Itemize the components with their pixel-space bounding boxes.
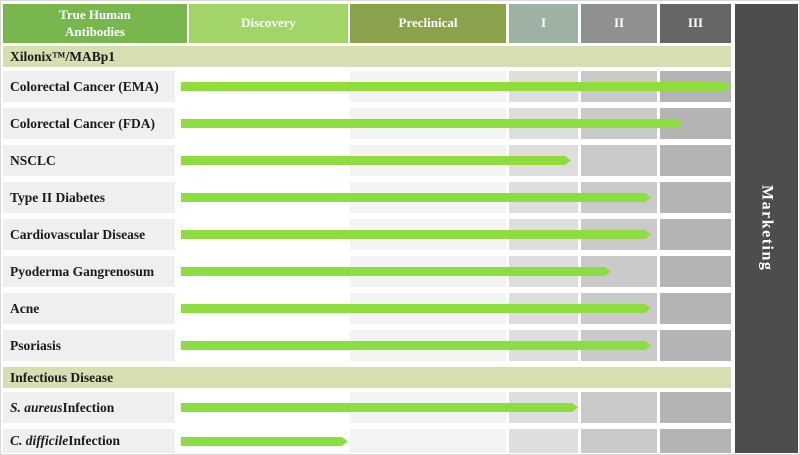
program-row: Colorectal Cancer (EMA) <box>1 71 799 102</box>
progress-bar <box>181 230 651 239</box>
header-true-human-antibodies: True Human Antibodies <box>3 4 187 43</box>
header-preclinical-label: Preclinical <box>398 15 458 31</box>
program-row: Psoriasis <box>1 330 799 361</box>
progress-bar <box>181 119 683 128</box>
row-label-part: Psoriasis <box>10 337 62 353</box>
stage-cell-phase3 <box>660 256 731 287</box>
header-discovery-label: Discovery <box>241 15 296 31</box>
progress-bar <box>181 437 348 446</box>
progress-bar <box>181 403 578 412</box>
row-label-part: Pyoderma Gangrenosum <box>10 263 155 279</box>
row-label: Pyoderma Gangrenosum <box>3 256 175 287</box>
program-row: Acne <box>1 293 799 324</box>
program-row: NSCLC <box>1 145 799 176</box>
program-row: Colorectal Cancer (FDA) <box>1 108 799 139</box>
marketing-label: Marketing <box>758 185 776 272</box>
row-label: NSCLC <box>3 145 175 176</box>
program-row: Pyoderma Gangrenosum <box>1 256 799 287</box>
stage-cell-phase2 <box>581 392 657 423</box>
row-label-part: Cardiovascular Disease <box>10 226 146 242</box>
row-label-part: NSCLC <box>10 152 56 168</box>
section-band: Xilonix™/MABp1 <box>3 46 731 67</box>
header-phase-3-label: III <box>687 15 704 31</box>
progress-bar <box>181 341 651 350</box>
header-phase-1-label: I <box>540 15 547 31</box>
stage-cell-phase2 <box>581 429 657 453</box>
stage-cell-phase3 <box>660 330 731 361</box>
section-band: Infectious Disease <box>3 367 731 388</box>
header-discovery: Discovery <box>189 4 348 43</box>
stage-cell-phase3 <box>660 392 731 423</box>
stage-cell-preclinical <box>350 429 506 453</box>
stage-cell-phase3 <box>660 145 731 176</box>
stage-cell-phase3 <box>660 182 731 213</box>
row-label: Colorectal Cancer (EMA) <box>3 71 175 102</box>
progress-bar <box>181 82 731 91</box>
program-row: Type II Diabetes <box>1 182 799 213</box>
program-row: S. aureus Infection <box>1 392 799 423</box>
progress-bar <box>181 193 651 202</box>
marketing-column: Marketing <box>735 4 798 453</box>
header-phase-1: I <box>509 4 578 43</box>
row-label: Cardiovascular Disease <box>3 219 175 250</box>
header-true-human-antibodies-label: True Human Antibodies <box>59 7 131 39</box>
row-label-part: Acne <box>10 300 40 316</box>
row-label-part: Type II Diabetes <box>10 189 106 205</box>
row-label: C. difficile Infection <box>3 429 175 453</box>
header-preclinical: Preclinical <box>350 4 506 43</box>
row-label: Psoriasis <box>3 330 175 361</box>
header-phase-2: II <box>581 4 657 43</box>
stage-cell-phase2 <box>581 145 657 176</box>
section-band-label: Infectious Disease <box>10 369 114 385</box>
row-label-part: Infection <box>68 433 120 448</box>
section-band-label: Xilonix™/MABp1 <box>10 48 116 64</box>
progress-bar <box>181 267 611 276</box>
progress-bar <box>181 156 571 165</box>
row-label: Type II Diabetes <box>3 182 175 213</box>
row-label-part: Colorectal Cancer (EMA) <box>10 78 159 94</box>
row-label-italic-part: S. aureus <box>10 399 63 415</box>
program-row: C. difficile Infection <box>1 429 799 453</box>
header-phase-2-label: II <box>613 15 625 31</box>
progress-bar <box>181 304 651 313</box>
row-label-italic-part: C. difficile <box>10 433 69 448</box>
stage-cell-phase3 <box>660 219 731 250</box>
stage-cell-phase1 <box>509 429 578 453</box>
stage-cell-phase3 <box>660 429 731 453</box>
row-label: S. aureus Infection <box>3 392 175 423</box>
row-label: Colorectal Cancer (FDA) <box>3 108 175 139</box>
row-label-part: Infection <box>62 399 115 415</box>
header-phase-3: III <box>660 4 731 43</box>
row-label-part: Colorectal Cancer (FDA) <box>10 115 155 131</box>
program-row: Cardiovascular Disease <box>1 219 799 250</box>
stage-cell-phase3 <box>660 293 731 324</box>
row-label: Acne <box>3 293 175 324</box>
